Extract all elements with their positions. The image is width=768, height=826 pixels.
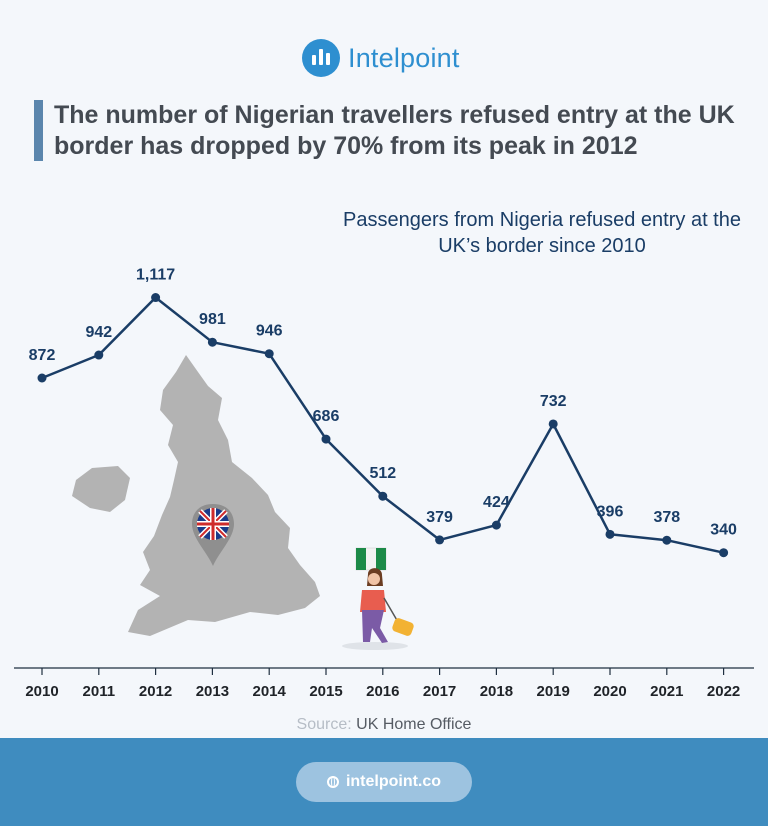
data-point-2022: [719, 548, 729, 558]
x-tick-label-2014: 2014: [253, 683, 287, 700]
data-point-2013: [207, 337, 217, 347]
data-label-2020: 396: [597, 503, 624, 520]
globe-icon: [326, 776, 339, 788]
data-point-2010: [37, 373, 47, 383]
x-tick-label-2021: 2021: [650, 683, 683, 700]
data-points: [37, 293, 729, 558]
x-tick-label-2018: 2018: [480, 683, 513, 700]
traveller-illustration: [342, 547, 414, 650]
x-axis-labels: 2010 2011 2012 2013 2014 2015 2016 2017 2018 2019…: [25, 683, 740, 700]
chart-title: Passengers from Nigeria refused entry at…: [343, 209, 741, 257]
data-point-2011: [94, 350, 104, 360]
data-label-2012: 1,117: [136, 267, 175, 284]
data-point-2012: [151, 293, 161, 303]
x-tick-label-2012: 2012: [139, 683, 172, 700]
data-point-2014: [264, 349, 274, 359]
data-label-2016: 512: [369, 465, 396, 482]
data-label-2022: 340: [710, 522, 737, 539]
x-tick-label-2020: 2020: [593, 683, 626, 700]
uk-map-illustration: [72, 355, 320, 636]
source-note: Source: UK Home Office: [0, 716, 768, 734]
x-tick-label-2022: 2022: [707, 683, 740, 700]
data-label-2018: 424: [483, 494, 510, 511]
data-label-2015: 686: [313, 408, 340, 425]
data-label-2011: 942: [85, 324, 112, 341]
headline: The number of Nigerian travellers refuse…: [54, 101, 735, 160]
brand-name: Intelpoint: [348, 42, 460, 73]
data-point-2019: [548, 419, 558, 429]
x-tick-label-2015: 2015: [309, 683, 342, 700]
footer-band: intelpoint.co: [0, 738, 768, 826]
x-tick-label-2016: 2016: [366, 683, 399, 700]
source-label: Source:: [296, 716, 352, 733]
website-link-button[interactable]: intelpoint.co: [296, 762, 472, 802]
bar-chart-icon: [302, 39, 340, 77]
data-point-2020: [605, 529, 615, 539]
data-point-2016: [378, 491, 388, 501]
source-value: UK Home Office: [356, 716, 472, 733]
data-point-2017: [435, 535, 445, 545]
x-tick-label-2011: 2011: [83, 683, 116, 700]
data-point-2015: [321, 434, 331, 444]
data-label-2014: 946: [256, 323, 283, 340]
data-label-2021: 378: [653, 509, 680, 526]
data-label-2017: 379: [426, 509, 453, 526]
data-point-2018: [491, 520, 501, 530]
x-tick-label-2019: 2019: [537, 683, 570, 700]
data-label-2019: 732: [540, 393, 567, 410]
data-point-2021: [662, 535, 672, 545]
x-tick-label-2010: 2010: [25, 683, 58, 700]
headline-accent-bar: [34, 100, 43, 161]
data-label-2010: 872: [29, 347, 56, 364]
data-labels: 872 942 1,117 981 946 686 512 379 424 732 396 378 34…: [29, 267, 737, 539]
line-chart: 2010 2011 2012 2013 2014 2015 2016 2017 2018 2019…: [14, 267, 754, 700]
website-url: intelpoint.co: [345, 773, 442, 790]
brand-logo: Intelpoint: [302, 38, 460, 78]
x-tick-label-2013: 2013: [196, 683, 229, 700]
data-label-2013: 981: [199, 311, 226, 328]
x-tick-label-2017: 2017: [423, 683, 456, 700]
x-axis-ticks: [41, 668, 725, 675]
